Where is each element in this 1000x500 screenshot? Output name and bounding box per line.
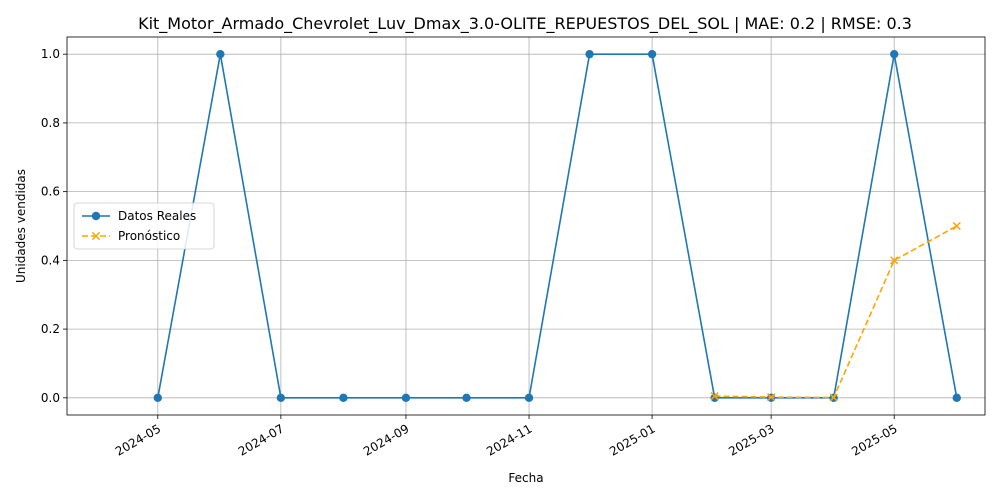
legend-box (73, 202, 215, 250)
legend-item: Pronóstico (82, 229, 180, 243)
chart-title: Kit_Motor_Armado_Chevrolet_Luv_Dmax_3.0-… (138, 14, 912, 34)
data-point (216, 49, 225, 59)
y-axis: 0.0 0.2 0.4 0.6 0.8 1.0 (41, 47, 67, 405)
data-point (401, 393, 411, 403)
x-tick-label: 2024-11 (484, 421, 534, 458)
y-tick-label: 1.0 (41, 47, 60, 61)
y-tick-label: 0.4 (41, 253, 60, 267)
data-point (952, 221, 961, 231)
data-point (952, 393, 961, 403)
series-line (157, 53, 958, 399)
data-point (153, 393, 162, 403)
plot-area (66, 36, 986, 416)
legend-marker (91, 231, 101, 241)
data-point (585, 49, 594, 59)
x-tick-label: 2024-05 (113, 421, 163, 458)
y-tick-label: 0.8 (41, 116, 60, 130)
legend-item: Datos Reales (82, 209, 196, 223)
data-point (710, 391, 719, 401)
x-axis: 2024-05 2024-07 2024-09 2024-11 2025-01 2025-… (113, 415, 900, 459)
legend-label: Pronóstico (118, 229, 180, 243)
data-point (829, 393, 838, 402)
x-tick-label: 2025-05 (849, 421, 899, 458)
y-axis-label: Unidades vendidas (14, 169, 28, 283)
data-point (710, 393, 719, 403)
y-tick-label: 0.6 (41, 185, 60, 199)
x-tick-label: 2024-09 (361, 421, 411, 458)
x-tick-label: 2025-01 (607, 421, 657, 458)
x-axis-label: Fecha (508, 471, 543, 485)
data-point (890, 256, 899, 265)
data-point (339, 393, 348, 403)
x-tick-label: 2025-03 (726, 421, 776, 458)
data-point (276, 393, 286, 403)
legend-label: Datos Reales (118, 209, 196, 223)
data-point (462, 393, 471, 403)
legend: Datos Reales Pronóstico (73, 202, 215, 250)
data-point (767, 393, 776, 402)
data-point (890, 49, 899, 59)
series-0 (153, 49, 961, 403)
data-point (524, 393, 534, 403)
series-line (714, 225, 958, 399)
data-point (647, 49, 657, 59)
y-tick-label: 0.0 (41, 391, 60, 405)
y-tick-label: 0.2 (41, 322, 60, 336)
series-layer (153, 49, 961, 403)
series-1 (710, 221, 961, 402)
legend-marker (91, 211, 101, 221)
x-tick-label: 2024-07 (236, 421, 286, 458)
